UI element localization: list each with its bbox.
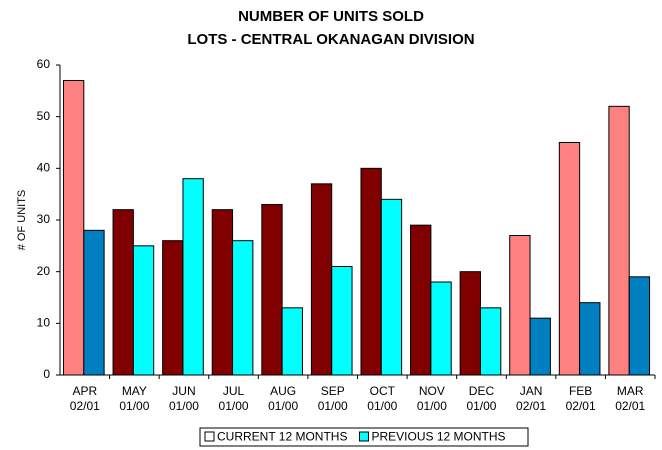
- x-tick-label: 01/00: [119, 399, 149, 413]
- x-tick-label: 01/00: [466, 399, 496, 413]
- bar: [579, 302, 601, 376]
- chart-subtitle: LOTS - CENTRAL OKANAGAN DIVISION: [187, 31, 474, 48]
- y-tick-label: 60: [37, 57, 51, 71]
- bar: [261, 204, 283, 376]
- chart-title: NUMBER OF UNITS SOLD: [238, 8, 424, 25]
- x-tick-label: 02/01: [70, 399, 100, 413]
- x-tick-label: JAN: [520, 384, 543, 398]
- x-tick-label: MAY: [122, 384, 147, 398]
- bar: [479, 307, 502, 376]
- x-tick-label: 01/00: [367, 399, 397, 413]
- bar: [459, 271, 481, 376]
- x-tick-label: 02/01: [566, 399, 596, 413]
- x-tick-label: JUN: [172, 384, 195, 398]
- x-tick-label: 02/01: [615, 399, 645, 413]
- x-tick-label: FEB: [569, 384, 592, 398]
- bar: [112, 209, 134, 376]
- bar: [62, 80, 85, 376]
- bar: [430, 281, 452, 376]
- bar: [182, 178, 204, 376]
- x-tick-label: 01/00: [417, 399, 447, 413]
- bar: [360, 167, 382, 376]
- bar: [310, 183, 333, 376]
- legend-label: PREVIOUS 12 MONTHS: [371, 430, 505, 444]
- legend-swatch: [204, 431, 215, 442]
- x-tick-label: SEP: [321, 384, 345, 398]
- bar: [331, 266, 353, 376]
- y-axis-label: # OF UNITS: [16, 190, 28, 251]
- y-tick-label: 50: [37, 109, 51, 123]
- bar: [628, 276, 651, 376]
- x-tick-label: NOV: [419, 384, 445, 398]
- bar: [232, 240, 254, 376]
- bar: [410, 224, 432, 376]
- bar: [558, 142, 581, 376]
- x-tick-label: 02/01: [516, 399, 546, 413]
- y-tick-label: 30: [37, 212, 51, 226]
- x-tick-label: OCT: [370, 384, 396, 398]
- y-tick-label: 40: [37, 161, 51, 175]
- x-tick-label: MAR: [617, 384, 644, 398]
- y-tick-label: 10: [37, 316, 51, 330]
- x-tick-label: 01/00: [169, 399, 199, 413]
- x-tick-label: DEC: [469, 384, 495, 398]
- bar: [529, 317, 551, 376]
- x-tick-label: 01/00: [318, 399, 348, 413]
- bar: [509, 235, 531, 376]
- legend-label: CURRENT 12 MONTHS: [217, 430, 347, 444]
- y-tick-label: 20: [37, 264, 51, 278]
- bar: [608, 105, 630, 376]
- bar: [132, 245, 155, 376]
- x-tick-label: 01/00: [219, 399, 249, 413]
- bar: [83, 229, 105, 376]
- x-tick-label: 01/00: [268, 399, 298, 413]
- bar: [281, 307, 303, 376]
- x-tick-label: AUG: [270, 384, 296, 398]
- x-tick-label: JUL: [223, 384, 245, 398]
- bar: [380, 198, 403, 376]
- y-tick-label: 0: [43, 367, 50, 381]
- bar: [211, 209, 234, 376]
- bar: [162, 240, 184, 376]
- legend-swatch: [358, 431, 369, 442]
- x-tick-label: APR: [72, 384, 97, 398]
